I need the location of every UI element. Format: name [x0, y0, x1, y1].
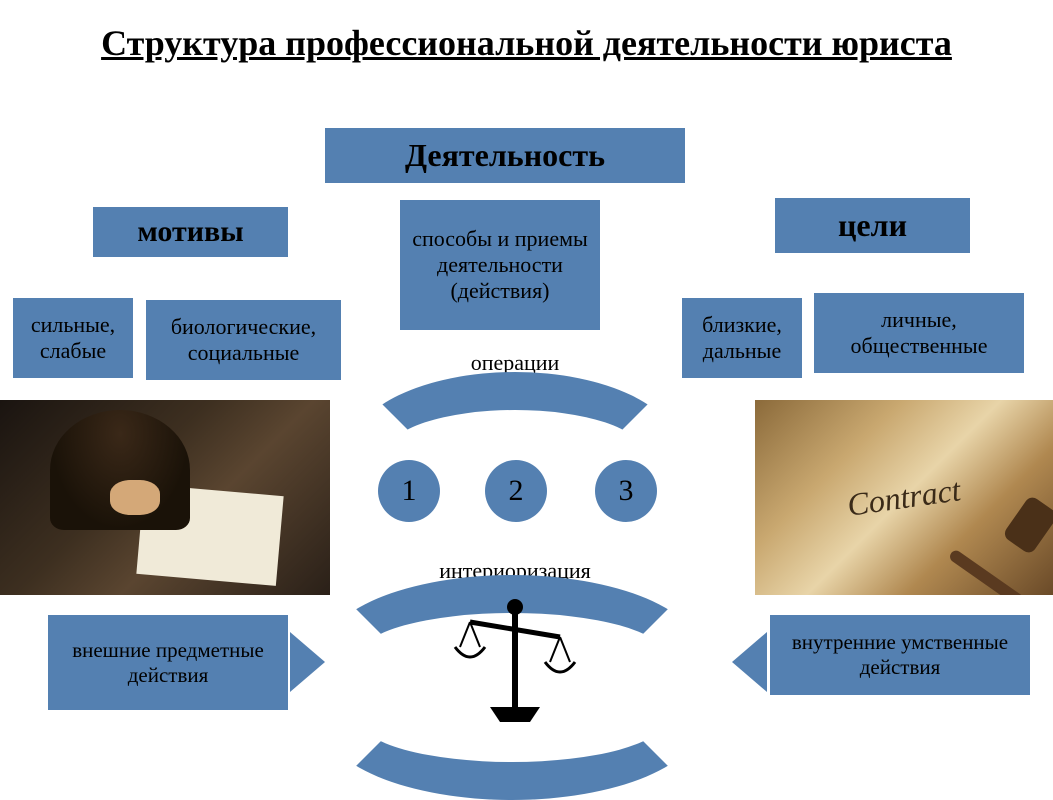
box-strong-weak: сильные, слабые: [13, 298, 133, 378]
box-personal-social: личные, общественные: [814, 293, 1024, 373]
box-internal-actions: внутренние умственные действия: [770, 615, 1030, 695]
circle-3: 3: [595, 460, 657, 522]
circle-2: 2: [485, 460, 547, 522]
box-bio-social: биологические, социальные: [146, 300, 341, 380]
photo-contract-gavel: Contract: [755, 400, 1053, 595]
photo-lawyer-desk: [0, 400, 330, 595]
scales-icon: [445, 592, 585, 732]
box-external-actions: внешние предметные действия: [48, 615, 288, 710]
contract-caption: Contract: [845, 471, 963, 523]
arrow-right-icon: [290, 632, 325, 692]
box-near-far: близкие, дальные: [682, 298, 802, 378]
box-activity: Деятельность: [325, 128, 685, 183]
box-methods: способы и приемы деятельности (действия): [400, 200, 600, 330]
circle-1: 1: [378, 460, 440, 522]
box-motives: мотивы: [93, 207, 288, 257]
page-title: Структура профессиональной деятельности …: [0, 0, 1053, 77]
arrow-left-icon: [732, 632, 767, 692]
box-goals: цели: [775, 198, 970, 253]
